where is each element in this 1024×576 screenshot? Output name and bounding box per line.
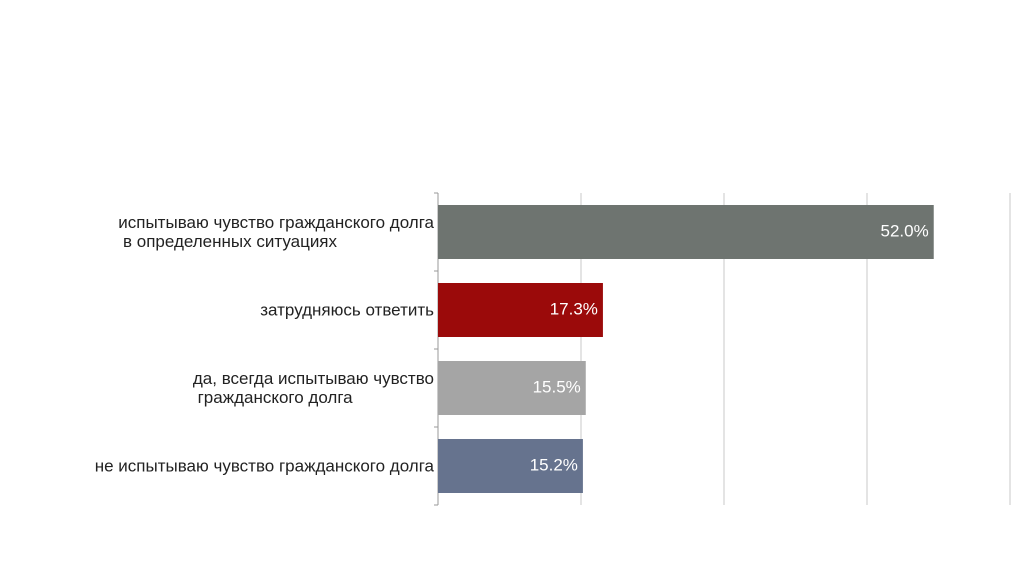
value-label: 15.2% bbox=[530, 455, 578, 474]
value-label: 17.3% bbox=[550, 299, 598, 318]
category-label: не испытываю чувство гражданского долга bbox=[94, 456, 434, 476]
value-label: 15.5% bbox=[533, 377, 581, 396]
category-label: да, всегда испытываю чувство гражданског… bbox=[192, 369, 434, 407]
category-label: испытываю чувство гражданского долга в о… bbox=[118, 213, 434, 251]
bar bbox=[438, 439, 583, 493]
bar bbox=[438, 205, 934, 259]
value-label: 52.0% bbox=[881, 221, 929, 240]
category-label: затрудняюсь ответить bbox=[260, 300, 434, 320]
bar bbox=[438, 361, 586, 415]
bar bbox=[438, 283, 603, 337]
